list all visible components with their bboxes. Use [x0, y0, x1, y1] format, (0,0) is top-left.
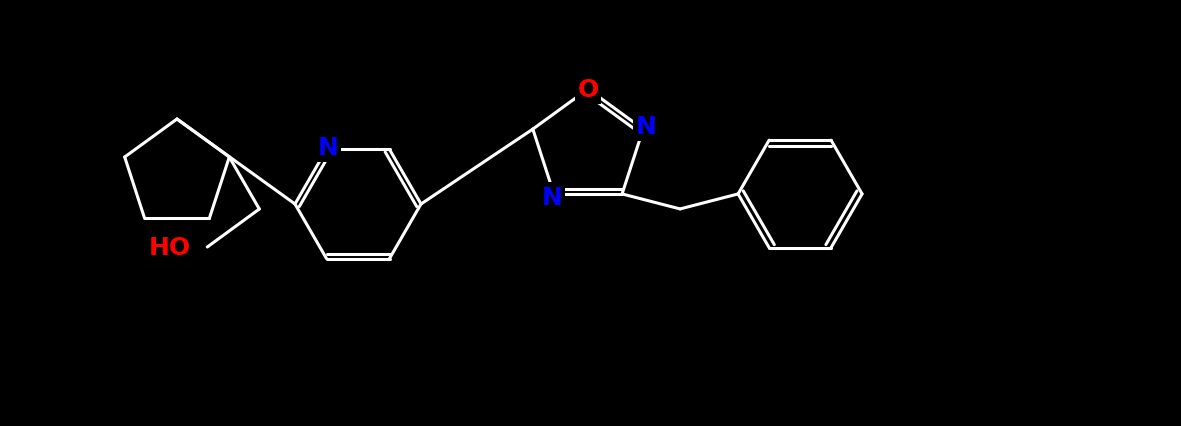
- Text: O: O: [578, 78, 599, 102]
- Text: N: N: [318, 136, 339, 160]
- Text: N: N: [541, 185, 562, 210]
- Text: N: N: [635, 115, 657, 139]
- Text: HO: HO: [149, 236, 191, 259]
